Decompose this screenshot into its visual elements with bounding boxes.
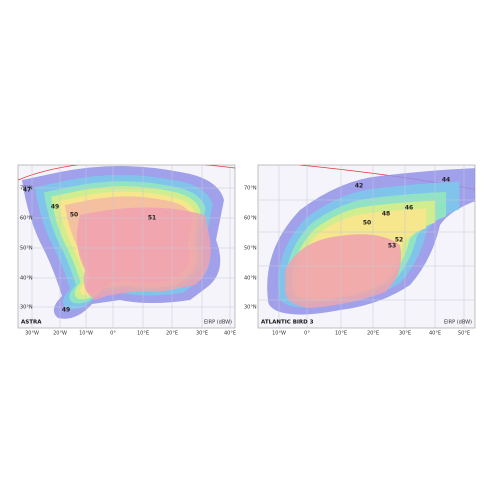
lon-label: 30°W (25, 331, 39, 337)
lat-label: 40°N (244, 276, 257, 282)
contour-label: 44 (442, 177, 450, 184)
lat-label: 50°N (20, 246, 33, 252)
satellite-name: ATLANTIC BIRD 3 (261, 320, 314, 326)
contour-label: 53 (388, 243, 396, 250)
lon-label: 20°E (166, 331, 178, 337)
map-panel-right: 70°N 60°N 50°N 40°N 30°N 10°W 0° 10°E 20… (244, 164, 476, 337)
contour-label: 49 (51, 204, 59, 211)
lon-label: 40°E (429, 331, 441, 337)
contour-label: 46 (405, 205, 413, 212)
lon-label: 40°E (224, 331, 236, 337)
contour-label: 49 (62, 307, 70, 314)
lon-label: 30°E (399, 331, 411, 337)
lon-label: 30°E (196, 331, 208, 337)
unit-label: EIRP (dBW) (444, 320, 472, 326)
contour-label: 48 (382, 211, 390, 218)
contour-label: 50 (70, 212, 78, 219)
lon-label: 10°E (137, 331, 149, 337)
lat-label: 60°N (20, 216, 33, 222)
unit-label: EIRP (dBW) (204, 320, 232, 326)
lon-label: 20°E (367, 331, 379, 337)
contour-label: 50 (363, 220, 371, 227)
lon-label: 0° (304, 331, 310, 337)
lat-label: 30°N (244, 305, 257, 311)
lon-label: 10°W (272, 331, 286, 337)
lon-label: 0° (110, 331, 116, 337)
lat-label: 60°N (244, 216, 257, 222)
lon-label: 50°E (458, 331, 470, 337)
footprint (258, 165, 475, 328)
lat-label: 70°N (244, 186, 257, 192)
map-panel-left: 70°N 60°N 50°N 40°N 30°N 30°W 20°W 10°W … (17, 164, 236, 337)
lat-label: 30°N (20, 305, 33, 311)
contour-label: 47 (23, 187, 31, 194)
satellite-name: ASTRA (21, 320, 42, 326)
contour-label: 51 (148, 215, 156, 222)
contour-label: 42 (355, 183, 363, 190)
footprint (18, 165, 235, 328)
lat-label: 70°N (20, 186, 33, 192)
lat-label: 40°N (20, 276, 33, 282)
lat-label: 50°N (244, 246, 257, 252)
lon-label: 10°E (335, 331, 347, 337)
lon-label: 10°W (79, 331, 93, 337)
contour-label: 52 (395, 237, 403, 244)
lon-label: 20°W (53, 331, 67, 337)
